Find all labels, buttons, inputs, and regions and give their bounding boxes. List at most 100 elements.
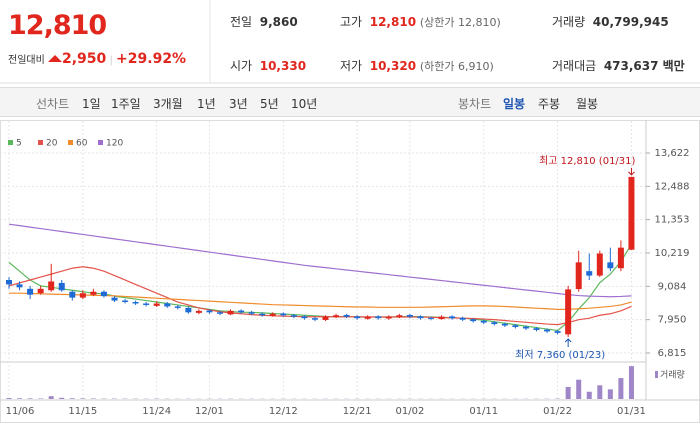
candle-body	[164, 303, 171, 307]
candle-body	[269, 313, 276, 316]
tab[interactable]: 월봉	[576, 97, 599, 111]
candle-body	[195, 310, 202, 313]
candle-body	[607, 262, 614, 269]
candle-body	[238, 310, 245, 313]
up-icon	[48, 55, 62, 62]
tab[interactable]: 5년	[260, 97, 279, 111]
tab[interactable]: 3개월	[153, 97, 183, 111]
tab[interactable]: 1주일	[111, 97, 141, 111]
candle-body	[554, 331, 561, 333]
candle-body	[470, 319, 477, 322]
volume-label: 거래량	[660, 369, 685, 381]
tab-group-label: 봉차트	[458, 97, 492, 111]
tab[interactable]: 1년	[197, 97, 216, 111]
candle-body	[438, 316, 445, 320]
legend-label: 5	[16, 139, 22, 149]
candle-body	[217, 312, 223, 314]
candle-body	[174, 306, 181, 308]
legend-label: 120	[106, 139, 123, 149]
stat-value: 9,860	[259, 15, 298, 29]
candle-body	[185, 307, 192, 313]
x-tick-label: 11/15	[68, 406, 97, 417]
x-tick-label: 12/01	[195, 406, 224, 417]
y-tick-label: 11,353	[655, 215, 690, 226]
volume-bar	[618, 378, 624, 399]
x-tick-label: 11/24	[142, 406, 171, 417]
stat-value: 12,810	[369, 15, 417, 29]
legend-swatch	[655, 371, 658, 378]
volume-bar	[576, 379, 582, 399]
candle-body	[37, 288, 44, 294]
tab[interactable]: 1일	[82, 97, 101, 111]
candle-body	[100, 291, 107, 297]
tab-bar: 선차트 1일 1주일 3개월 1년 3년 5년 10년 봉차트 일봉 주봉 월봉	[0, 87, 700, 117]
legend-swatch	[8, 140, 13, 145]
legend-label: 60	[76, 139, 88, 149]
candle-body	[417, 316, 424, 319]
candle-body	[122, 300, 129, 303]
candle-body	[385, 316, 392, 319]
tab-group-label: 선차트	[36, 97, 70, 111]
x-tick-label: 12/12	[269, 406, 298, 417]
change: 전일대비 2,950 | +29.92%	[8, 51, 186, 67]
stat-label: 고가	[340, 15, 363, 29]
candle-body	[617, 247, 624, 269]
change-label: 전일대비	[8, 55, 45, 66]
candle-body	[311, 318, 318, 320]
y-tick-label: 9,084	[658, 281, 687, 292]
annotation-arrow	[564, 338, 572, 347]
candle-body	[248, 312, 255, 314]
candle-body	[301, 316, 308, 319]
candle-body	[449, 316, 456, 319]
candle-body	[428, 317, 434, 319]
x-tick-label: 01/22	[543, 406, 572, 417]
stat: 시가 10,330	[230, 57, 306, 74]
candle-body	[206, 310, 213, 313]
change-rate: +29.92%	[116, 51, 187, 67]
candle-body	[322, 316, 329, 320]
candle-body	[522, 326, 529, 329]
stat-value: 40,799,945	[592, 15, 669, 29]
candle-body	[16, 284, 23, 288]
candle-body	[501, 323, 508, 326]
legend-swatch	[98, 140, 103, 145]
candle-body	[586, 271, 593, 276]
candle-body	[280, 313, 287, 316]
stat-label: 시가	[230, 59, 253, 73]
candle-body	[143, 303, 150, 305]
tab[interactable]: 10년	[291, 97, 318, 111]
stat-value: 473,637 백만	[603, 59, 685, 73]
legend-swatch	[38, 140, 43, 145]
stat: 전일 9,860	[230, 13, 298, 30]
candle-body	[48, 281, 55, 291]
tab[interactable]: 3년	[229, 97, 248, 111]
candle-body	[290, 315, 297, 317]
volume-bar	[17, 398, 23, 399]
y-tick-label: 10,219	[655, 248, 690, 259]
change-value: 2,950	[62, 51, 107, 67]
tab[interactable]: 일봉	[503, 97, 526, 111]
candle-body	[544, 329, 551, 332]
candle-body	[111, 297, 118, 301]
stat-label: 거래량	[552, 15, 586, 29]
stat-value: 10,320	[369, 59, 417, 73]
x-tick-label: 11/06	[6, 406, 35, 417]
annotation: 최저 7,360 (01/23)	[515, 349, 605, 361]
stat-value: 10,330	[259, 59, 307, 73]
volume-bar	[48, 396, 54, 399]
volume-bar	[59, 397, 65, 399]
volume-bar	[27, 398, 33, 399]
stat: 고가 12,810 (상한가 12,810)	[340, 13, 501, 30]
y-tick-label: 7,950	[658, 315, 687, 326]
y-tick-label: 12,488	[655, 181, 690, 192]
candle-body	[596, 253, 603, 276]
volume-bar	[69, 398, 75, 399]
candle-body	[533, 328, 540, 330]
volume-bar	[597, 385, 603, 399]
tab[interactable]: 주봉	[538, 97, 561, 111]
x-tick-label: 12/21	[343, 406, 372, 417]
stat: 거래량 40,799,945	[552, 13, 669, 30]
stat-label: 전일	[230, 15, 253, 29]
ma-line	[9, 292, 632, 310]
ma-line	[8, 244, 632, 332]
